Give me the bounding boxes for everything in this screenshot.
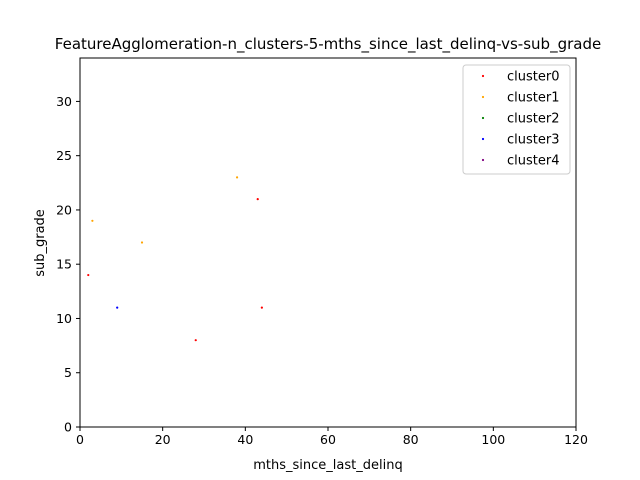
y-tick-label-5: 25 xyxy=(56,148,72,163)
point-cluster0-3 xyxy=(260,306,263,309)
x-tick-label-1: 20 xyxy=(155,432,171,447)
x-axis: 0 20 40 60 80 100 120 xyxy=(76,427,588,447)
legend-marker-cluster2 xyxy=(481,116,485,120)
x-tick-label-6: 120 xyxy=(564,432,588,447)
legend-label-cluster3: cluster3 xyxy=(507,133,559,148)
legend-marker-cluster1 xyxy=(481,95,485,99)
point-cluster3-0 xyxy=(116,306,119,309)
x-tick-label-3: 60 xyxy=(320,432,336,447)
legend-box xyxy=(462,64,571,175)
x-tick-label-2: 40 xyxy=(237,432,253,447)
y-tick-label-0: 0 xyxy=(64,420,72,435)
point-cluster1-2 xyxy=(235,176,239,179)
legend-label-cluster1: cluster1 xyxy=(507,91,559,106)
y-tick-label-4: 20 xyxy=(56,202,72,217)
x-axis-title: mths_since_last_delinq xyxy=(253,458,402,473)
y-axis-title: sub_grade xyxy=(33,209,48,277)
y-tick-label-6: 30 xyxy=(56,94,72,109)
legend-marker-cluster4 xyxy=(481,158,485,162)
x-tick-label-0: 0 xyxy=(76,432,84,447)
point-cluster0-0 xyxy=(87,273,90,277)
legend-marker-cluster3 xyxy=(481,137,485,141)
legend-label-cluster2: cluster2 xyxy=(507,112,559,127)
y-tick-label-1: 5 xyxy=(64,365,72,380)
x-tick-label-4: 80 xyxy=(403,432,419,447)
legend-label-cluster4: cluster4 xyxy=(507,154,559,169)
legend: cluster0 cluster1 cluster2 cluster3 cluster4 xyxy=(462,64,571,175)
chart-title: FeatureAgglomeration-n_clusters-5-mths_s… xyxy=(55,35,601,54)
point-cluster0-2 xyxy=(256,197,259,201)
y-tick-label-2: 10 xyxy=(56,311,72,326)
point-cluster0-1 xyxy=(194,339,197,342)
point-cluster1-0 xyxy=(91,219,94,222)
legend-marker-cluster0 xyxy=(481,74,485,78)
y-tick-label-3: 15 xyxy=(56,257,72,272)
x-tick-label-5: 100 xyxy=(481,432,505,447)
y-axis: 0 5 10 15 20 25 30 xyxy=(56,94,80,435)
legend-label-cluster0: cluster0 xyxy=(507,70,559,85)
point-cluster1-1 xyxy=(140,241,144,244)
